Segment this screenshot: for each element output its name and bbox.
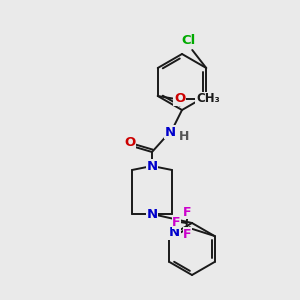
Text: O: O xyxy=(174,92,185,106)
Text: F: F xyxy=(183,206,192,218)
Text: Cl: Cl xyxy=(181,34,195,47)
Text: F: F xyxy=(172,215,181,229)
Text: N: N xyxy=(146,208,158,220)
Text: N: N xyxy=(146,160,158,172)
Text: N: N xyxy=(164,125,175,139)
Text: F: F xyxy=(183,227,192,241)
Text: N: N xyxy=(169,226,180,239)
Text: H: H xyxy=(179,130,189,142)
Text: O: O xyxy=(124,136,136,148)
Text: CH₃: CH₃ xyxy=(196,92,220,106)
